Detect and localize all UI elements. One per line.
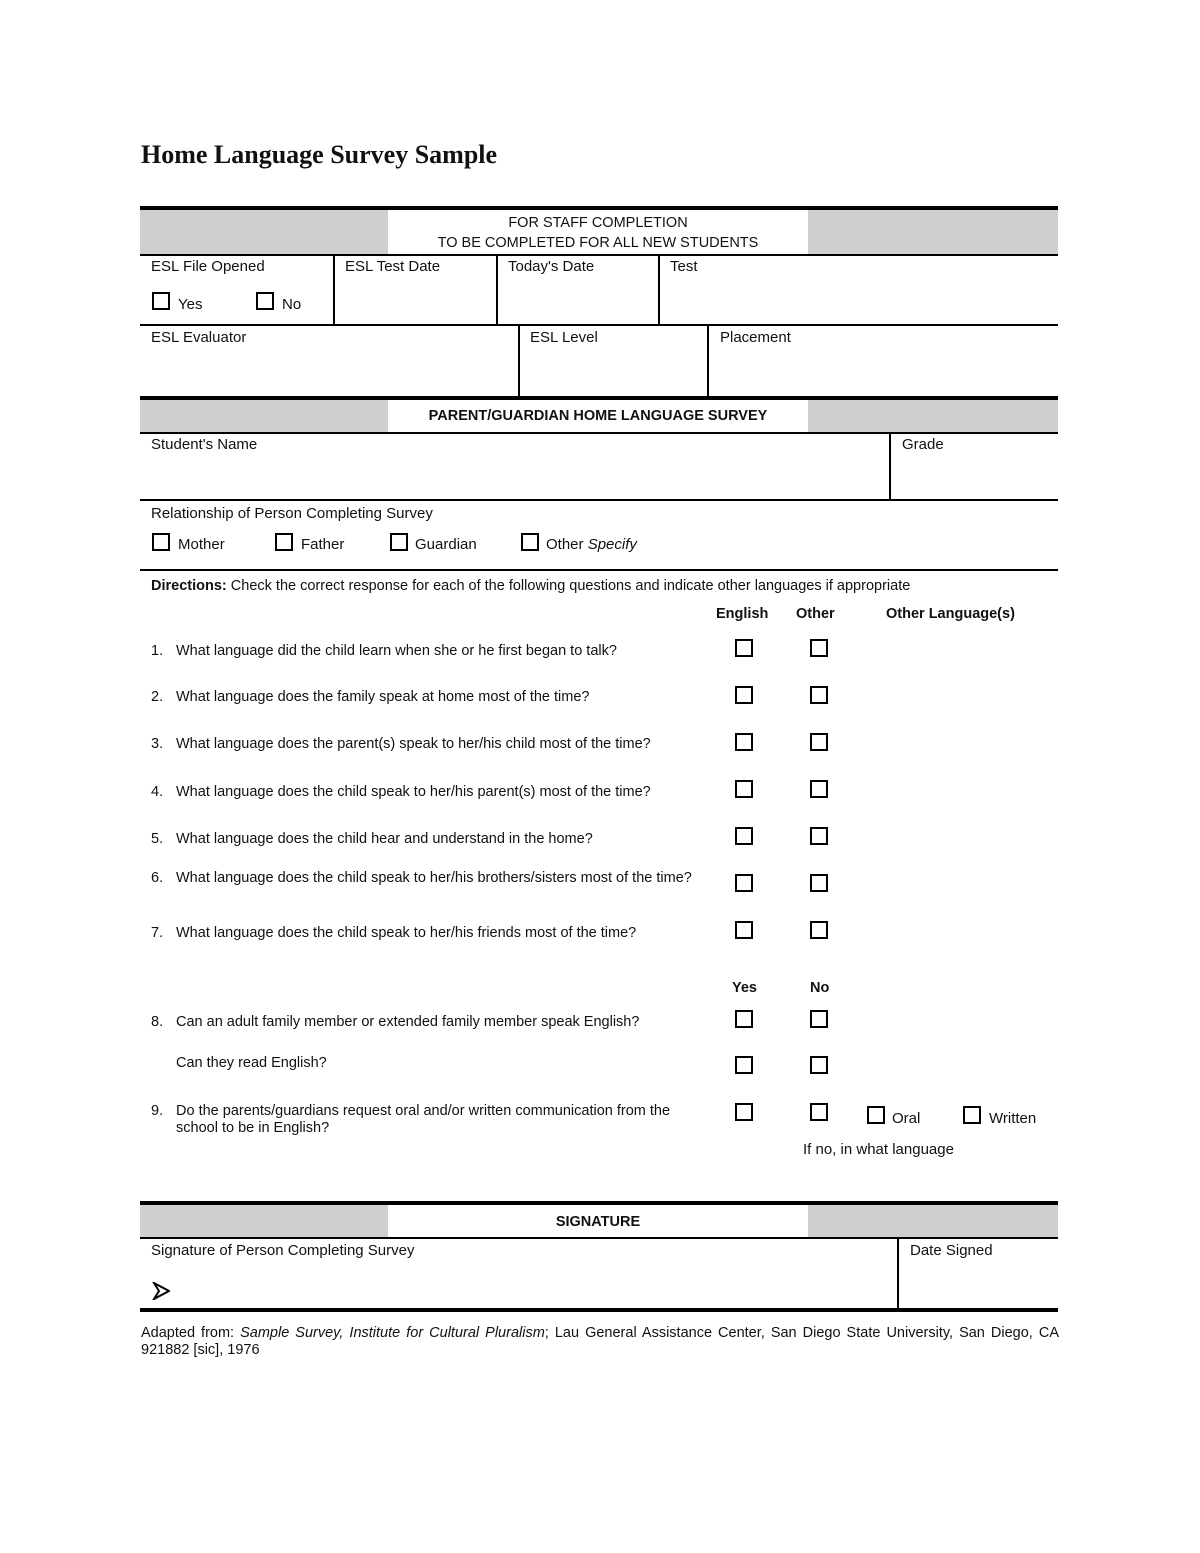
other-label: Other Specify xyxy=(546,536,637,553)
relationship-label: Relationship of Person Completing Survey xyxy=(151,505,433,522)
question-2: 2. What language does the family speak at… xyxy=(151,689,590,705)
question-6: 6. What language does the child speak to … xyxy=(151,870,692,886)
q5-english-checkbox[interactable] xyxy=(735,827,753,845)
col-english: English xyxy=(716,606,769,622)
placement-label: Placement xyxy=(720,329,791,346)
q2-other-checkbox[interactable] xyxy=(810,686,828,704)
q6-other-checkbox[interactable] xyxy=(810,874,828,892)
question-3: 3. What language does the parent(s) speak… xyxy=(151,736,651,752)
q5-other-checkbox[interactable] xyxy=(810,827,828,845)
q7-english-checkbox[interactable] xyxy=(735,921,753,939)
divider xyxy=(140,1308,1058,1312)
q8-no-checkbox[interactable] xyxy=(810,1010,828,1028)
divider xyxy=(140,206,1058,210)
q3-other-checkbox[interactable] xyxy=(810,733,828,751)
mother-checkbox[interactable] xyxy=(152,533,170,551)
col-yes: Yes xyxy=(732,980,757,996)
question-4: 4. What language does the child speak to … xyxy=(151,784,651,800)
no-label: No xyxy=(282,296,302,313)
divider xyxy=(518,325,520,397)
divider xyxy=(333,255,335,326)
guardian-checkbox[interactable] xyxy=(390,533,408,551)
question-1: 1. What language did the child learn when… xyxy=(151,643,617,659)
staff-header-line1: FOR STAFF COMPLETION xyxy=(508,214,688,231)
divider xyxy=(140,1201,1058,1205)
specify-label: Specify xyxy=(587,536,637,553)
esl-file-no-checkbox[interactable] xyxy=(256,292,274,310)
question-8: 8. Can an adult family member or extended… xyxy=(151,1014,640,1030)
question-9: 9. Do the parents/guardians request oral … xyxy=(151,1103,671,1136)
staff-header-line2: TO BE COMPLETED FOR ALL NEW STUDENTS xyxy=(437,234,759,251)
question-8b: Can they read English? xyxy=(176,1055,327,1071)
written-label: Written xyxy=(989,1110,1037,1127)
q8-yes-checkbox[interactable] xyxy=(735,1010,753,1028)
q4-english-checkbox[interactable] xyxy=(735,780,753,798)
esl-file-opened-label: ESL File Opened xyxy=(151,258,265,275)
q9-yes-checkbox[interactable] xyxy=(735,1103,753,1121)
guardian-label: Guardian xyxy=(415,536,477,553)
divider xyxy=(140,324,1058,326)
yes-label: Yes xyxy=(178,296,203,313)
if-no-language-label: If no, in what language xyxy=(803,1141,954,1158)
survey-section-header: PARENT/GUARDIAN HOME LANGUAGE SURVEY xyxy=(140,400,1058,432)
other-checkbox[interactable] xyxy=(521,533,539,551)
divider xyxy=(658,255,660,326)
survey-header: PARENT/GUARDIAN HOME LANGUAGE SURVEY xyxy=(428,408,768,424)
divider xyxy=(897,1238,899,1309)
grade-label: Grade xyxy=(902,436,944,453)
signature-section-header: SIGNATURE xyxy=(140,1205,1058,1238)
col-no: No xyxy=(810,980,830,996)
divider xyxy=(140,499,1058,501)
date-signed-label: Date Signed xyxy=(910,1242,993,1259)
q8b-no-checkbox[interactable] xyxy=(810,1056,828,1074)
divider xyxy=(140,569,1058,571)
question-5: 5. What language does the child hear and … xyxy=(151,831,593,847)
divider xyxy=(707,325,709,397)
col-other-languages: Other Language(s) xyxy=(886,606,1015,622)
q6-english-checkbox[interactable] xyxy=(735,874,753,892)
signature-label: Signature of Person Completing Survey xyxy=(151,1242,415,1259)
q3-english-checkbox[interactable] xyxy=(735,733,753,751)
col-other: Other xyxy=(796,606,835,622)
father-checkbox[interactable] xyxy=(275,533,293,551)
staff-section-header: FOR STAFF COMPLETION TO BE COMPLETED FOR… xyxy=(140,210,1058,255)
divider xyxy=(140,432,1058,434)
students-name-label: Student's Name xyxy=(151,436,258,453)
divider xyxy=(496,255,498,326)
q1-english-checkbox[interactable] xyxy=(735,639,753,657)
esl-test-date-label: ESL Test Date xyxy=(345,258,441,275)
page-title: Home Language Survey Sample xyxy=(141,140,498,169)
test-label: Test xyxy=(670,258,698,275)
q7-other-checkbox[interactable] xyxy=(810,921,828,939)
q9-no-checkbox[interactable] xyxy=(810,1103,828,1121)
oral-label: Oral xyxy=(892,1110,921,1127)
signature-header: SIGNATURE xyxy=(555,1213,641,1230)
footer-citation: Adapted from: Sample Survey, Institute f… xyxy=(141,1325,1059,1358)
written-checkbox[interactable] xyxy=(963,1106,981,1124)
esl-level-label: ESL Level xyxy=(530,329,598,346)
q8b-yes-checkbox[interactable] xyxy=(735,1056,753,1074)
q1-other-checkbox[interactable] xyxy=(810,639,828,657)
q2-english-checkbox[interactable] xyxy=(735,686,753,704)
esl-file-yes-checkbox[interactable] xyxy=(152,292,170,310)
esl-evaluator-label: ESL Evaluator xyxy=(151,329,247,346)
question-7: 7. What language does the child speak to … xyxy=(151,925,637,941)
father-label: Father xyxy=(301,536,345,553)
arrowhead-icon xyxy=(152,1282,170,1300)
divider xyxy=(889,433,891,501)
todays-date-label: Today's Date xyxy=(508,258,595,275)
divider xyxy=(140,396,1058,400)
divider xyxy=(140,1237,1058,1239)
q4-other-checkbox[interactable] xyxy=(810,780,828,798)
directions: Directions: Check the correct response f… xyxy=(151,578,911,594)
mother-label: Mother xyxy=(178,536,225,553)
divider xyxy=(140,254,1058,256)
oral-checkbox[interactable] xyxy=(867,1106,885,1124)
